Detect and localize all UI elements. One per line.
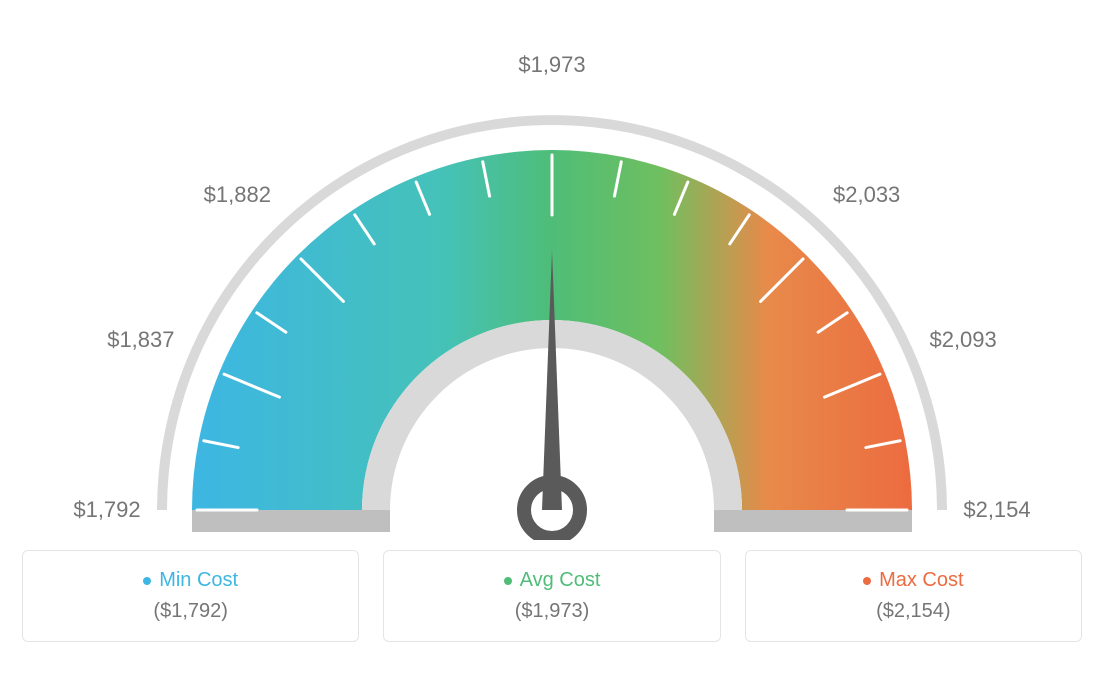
- gauge-tick-label: $2,154: [963, 497, 1030, 523]
- gauge-tick-label: $1,882: [204, 182, 271, 208]
- legend-max-card: Max Cost ($2,154): [745, 550, 1082, 642]
- legend-avg-title: Avg Cost: [504, 569, 601, 592]
- chart-container: $1,792 $1,837 $1,882 $1,973 $2,033 $2,093 $2,1…: [20, 20, 1084, 642]
- legend-avg-label: Avg Cost: [520, 569, 601, 592]
- legend-min-title: Min Cost: [143, 569, 238, 592]
- legend-min-value: ($1,792): [33, 600, 348, 623]
- legend-avg-dot: [504, 577, 512, 585]
- gauge-svg: [22, 20, 1082, 540]
- legend-min-label: Min Cost: [159, 569, 238, 592]
- legend-min-card: Min Cost ($1,792): [22, 550, 359, 642]
- gauge-tick-label: $1,973: [518, 52, 585, 78]
- legend-max-title: Max Cost: [863, 569, 963, 592]
- gauge-tick-label: $2,033: [833, 182, 900, 208]
- gauge-chart: $1,792 $1,837 $1,882 $1,973 $2,033 $2,093 $2,1…: [22, 20, 1082, 540]
- gauge-tick-label: $2,093: [929, 327, 996, 353]
- legend-row: Min Cost ($1,792) Avg Cost ($1,973) Max …: [22, 550, 1082, 642]
- legend-max-value: ($2,154): [756, 600, 1071, 623]
- legend-max-dot: [863, 577, 871, 585]
- legend-max-label: Max Cost: [879, 569, 963, 592]
- gauge-tick-label: $1,792: [73, 497, 140, 523]
- legend-avg-card: Avg Cost ($1,973): [383, 550, 720, 642]
- legend-avg-value: ($1,973): [394, 600, 709, 623]
- legend-min-dot: [143, 577, 151, 585]
- gauge-tick-label: $1,837: [107, 327, 174, 353]
